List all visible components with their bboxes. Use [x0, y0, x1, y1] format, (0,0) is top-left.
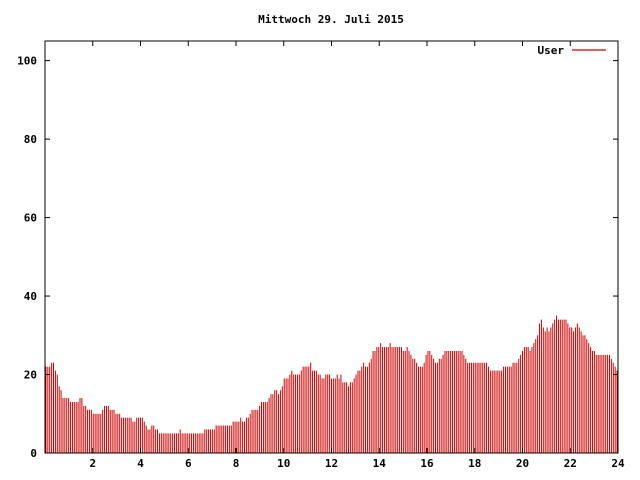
x-tick-label: 20	[516, 457, 529, 470]
x-ticks: 2 4 6 8 10 12 14 16 18 20 22 24	[89, 41, 625, 470]
x-tick-label: 14	[373, 457, 387, 470]
x-tick-label: 18	[468, 457, 481, 470]
y-ticks: 0 20 40 60 80 100	[17, 55, 618, 460]
x-tick-label: 10	[277, 457, 290, 470]
legend: User	[538, 44, 606, 57]
x-tick-label: 22	[564, 457, 577, 470]
y-tick-label: 20	[24, 369, 37, 382]
x-tick-label: 2	[89, 457, 96, 470]
y-tick-label: 80	[24, 133, 37, 146]
x-tick-label: 16	[420, 457, 434, 470]
y-tick-label: 0	[30, 447, 37, 460]
x-tick-label: 24	[611, 457, 625, 470]
x-tick-label: 4	[137, 457, 144, 470]
x-tick-label: 12	[325, 457, 338, 470]
chart-title: Mittwoch 29. Juli 2015	[258, 13, 404, 26]
x-tick-label: 8	[233, 457, 240, 470]
y-tick-label: 60	[24, 212, 37, 225]
y-tick-label: 100	[17, 55, 37, 68]
y-tick-label: 40	[24, 290, 37, 303]
legend-label: User	[538, 44, 565, 57]
bars	[45, 315, 618, 453]
x-tick-label: 6	[185, 457, 192, 470]
